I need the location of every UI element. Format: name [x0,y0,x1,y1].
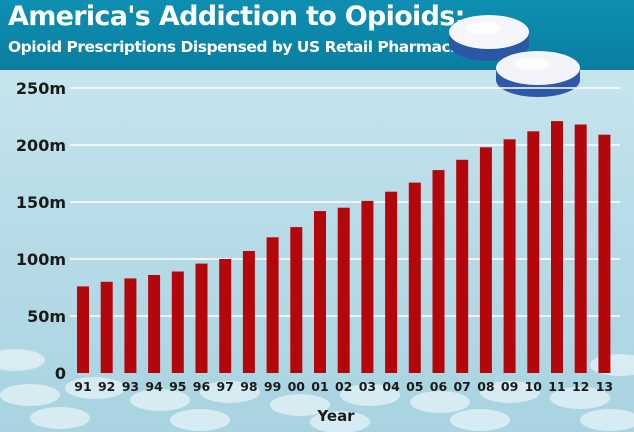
chart-bars [77,121,611,373]
bar [219,259,232,373]
bar [527,131,540,373]
bar [242,251,255,373]
y-axis-ticks: 0 50m 100m 150m 200m 250m [16,79,66,383]
bar [361,200,374,373]
background-pill [310,411,370,432]
x-tick-label: 07 [453,379,470,394]
bar [195,263,208,373]
x-tick-label: 08 [477,379,494,394]
bar [456,159,469,373]
background-pills [0,349,634,432]
x-tick-label: 02 [335,379,352,394]
y-tick-label: 0 [55,364,66,383]
x-tick-label: 05 [406,379,423,394]
background-pill [270,394,330,416]
background-pill [0,384,60,406]
bar [290,227,303,373]
y-tick-label: 100m [16,250,66,269]
bar [574,124,587,373]
bar [124,278,137,373]
x-tick-label: 03 [359,379,376,394]
pill-icon [449,15,529,61]
bar [314,211,326,373]
bar [408,182,421,373]
y-tick-label: 200m [16,136,66,155]
background-pill [0,349,45,371]
bar [337,207,350,373]
x-tick-label: 06 [430,379,448,394]
bar [503,139,516,373]
x-tick-label: 91 [74,379,91,394]
x-axis-ticks: 91 92 93 94 95 96 97 98 99 00 01 02 03 04 05 06 07 08 09 10… [74,379,613,394]
bar [100,281,113,373]
background-pill [410,391,470,413]
x-tick-label: 95 [169,379,186,394]
bar [266,237,279,373]
bar [77,286,89,373]
background-pill [550,387,610,409]
y-tick-label: 250m [16,79,66,98]
background-pill [480,381,540,403]
x-tick-label: 04 [382,379,400,394]
background-pill [30,407,90,429]
bar [385,191,398,373]
x-tick-label: 10 [525,379,543,394]
background-pill [590,354,634,376]
x-tick-label: 12 [572,379,589,394]
x-tick-label: 00 [288,379,306,394]
chart-title: America's Addiction to Opioids: [8,1,465,32]
x-tick-label: 01 [311,379,328,394]
x-tick-label: 92 [98,379,115,394]
y-tick-label: 50m [27,307,66,326]
bar [171,271,184,373]
bar [432,170,445,373]
bar [479,147,492,373]
bar [551,121,563,373]
x-tick-label: 09 [501,379,518,394]
x-tick-label: 11 [548,379,565,394]
background-pill [200,381,260,403]
background-pill [450,409,510,431]
chart-subtitle: Opioid Prescriptions Dispensed by US Ret… [8,38,474,56]
x-axis-label: Year [316,407,355,425]
background-pill [65,377,125,399]
x-tick-label: 94 [145,379,163,394]
background-pill [340,384,400,406]
x-tick-label: 13 [596,379,613,394]
x-tick-label: 99 [264,379,281,394]
y-tick-label: 150m [16,193,66,212]
background-pill [580,409,634,431]
x-tick-label: 96 [193,379,211,394]
x-tick-label: 93 [122,379,139,394]
x-tick-label: 98 [240,379,257,394]
bar [598,134,611,373]
x-tick-label: 97 [216,379,233,394]
background-pill [130,389,190,411]
bar [148,275,161,373]
background-pill [170,409,230,431]
